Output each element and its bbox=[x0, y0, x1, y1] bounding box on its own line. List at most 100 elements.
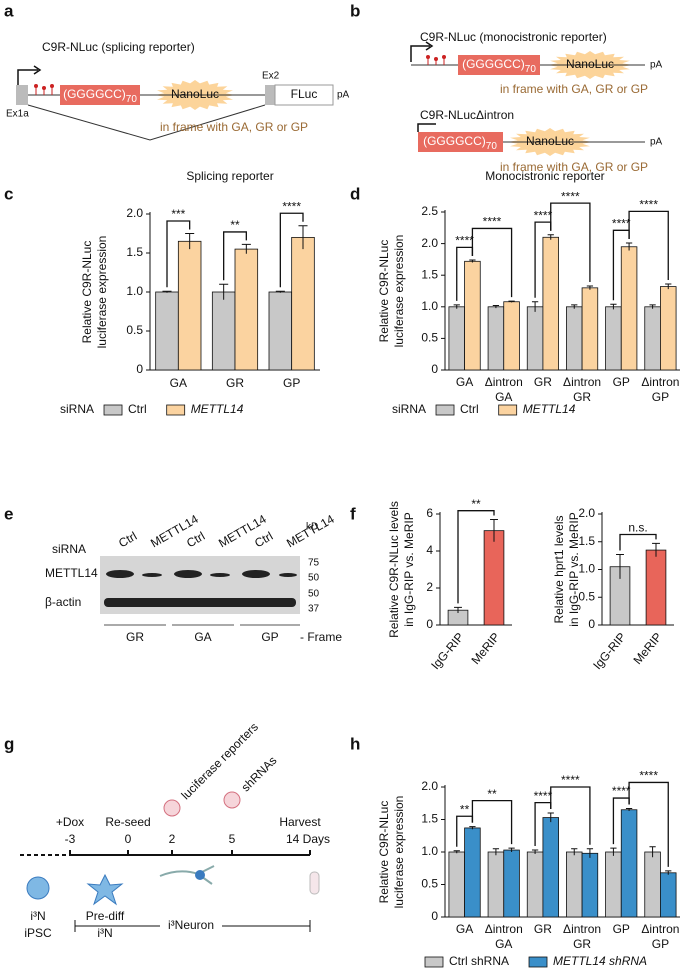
bar bbox=[487, 851, 505, 918]
timeline-ticks bbox=[69, 850, 311, 855]
marker: 75 bbox=[308, 558, 320, 569]
sig-bracket bbox=[457, 510, 495, 604]
lane-label: Ctrl bbox=[184, 529, 207, 550]
bar bbox=[542, 236, 559, 371]
y-tick-label: 0 bbox=[588, 617, 595, 631]
y-tick-label: 0.5 bbox=[126, 323, 143, 337]
legend-label: Ctrl bbox=[460, 402, 479, 416]
panel-label: a bbox=[4, 1, 14, 20]
day: 14 Days bbox=[286, 832, 330, 846]
error-bar bbox=[547, 234, 554, 240]
bar bbox=[644, 306, 661, 371]
sig-label: **** bbox=[639, 769, 658, 783]
x-tick-label: IgG-RIP bbox=[590, 630, 629, 672]
y-tick-label: 6 bbox=[426, 506, 433, 520]
error-bar bbox=[454, 606, 462, 613]
bands bbox=[104, 570, 297, 607]
y-tick-label: 0 bbox=[431, 909, 438, 923]
error-bar bbox=[508, 847, 515, 852]
repeat: (GGGGCC) bbox=[462, 57, 525, 71]
sig-label: **** bbox=[455, 234, 474, 248]
neuron-icon bbox=[159, 865, 215, 885]
sig-bracket bbox=[166, 220, 191, 288]
error-bar bbox=[610, 847, 617, 856]
panel-label: c bbox=[4, 184, 13, 203]
error-bar bbox=[571, 304, 578, 309]
bursts bbox=[155, 51, 632, 156]
bar bbox=[291, 236, 315, 371]
error-bar bbox=[469, 826, 476, 830]
legend-swatch bbox=[166, 404, 186, 416]
promoter-arrow bbox=[410, 45, 430, 62]
fluc-label: FLuc bbox=[291, 87, 318, 101]
day: 5 bbox=[229, 832, 236, 846]
bar bbox=[464, 827, 481, 918]
bar bbox=[566, 851, 583, 918]
error-bar bbox=[508, 300, 515, 303]
marker: 50 bbox=[308, 589, 320, 600]
bar bbox=[526, 306, 544, 371]
legend-swatch bbox=[498, 404, 518, 416]
x-tick-label: MeRIP bbox=[468, 630, 502, 667]
error-bar bbox=[453, 850, 460, 854]
x-tick-label: GR bbox=[573, 937, 591, 951]
sig-label: ** bbox=[460, 802, 470, 816]
panel-label: b bbox=[350, 1, 360, 20]
legend-label: METTL14 bbox=[191, 402, 244, 416]
bar bbox=[487, 306, 505, 371]
repeat-count: 70 bbox=[525, 64, 537, 75]
bar bbox=[644, 851, 661, 918]
frame: GP bbox=[261, 630, 278, 644]
y-tick-label: 2.5 bbox=[421, 204, 438, 218]
y-tick-label: 1.0 bbox=[421, 844, 438, 858]
error-bar bbox=[219, 283, 229, 300]
stage: Pre-diff bbox=[86, 909, 125, 923]
y-tick-label: 0 bbox=[431, 362, 438, 376]
y-tick-label: 0 bbox=[426, 617, 433, 631]
frame-note: in frame with GA, GR or GP bbox=[500, 160, 648, 174]
stage: iPSC bbox=[24, 926, 52, 940]
y-axis-label: Relative hprt1 levels bbox=[552, 515, 566, 623]
error-bar bbox=[492, 305, 500, 309]
legend-swatch bbox=[424, 956, 444, 968]
x-tick-label: Δintron bbox=[563, 922, 601, 936]
sig-label: **** bbox=[561, 773, 580, 787]
neuron-body bbox=[195, 870, 205, 880]
panel-label: e bbox=[4, 504, 13, 523]
legend-swatch bbox=[103, 404, 123, 416]
x-tick-label: Δintron bbox=[641, 922, 679, 936]
x-tick-label: GP bbox=[613, 922, 630, 936]
bar bbox=[542, 817, 559, 918]
error-bar bbox=[453, 304, 460, 309]
row-label: β-actin bbox=[45, 595, 81, 609]
bar bbox=[660, 872, 677, 918]
error-bar bbox=[625, 807, 633, 812]
sig-label: **** bbox=[612, 784, 631, 798]
stage-span-bg bbox=[160, 918, 222, 934]
error-bar bbox=[531, 301, 539, 312]
stage: i³N bbox=[97, 926, 112, 940]
promoter-arrow bbox=[17, 69, 38, 86]
day: 0 bbox=[125, 832, 132, 846]
error-bar bbox=[531, 849, 539, 854]
bar bbox=[503, 301, 520, 371]
y-tick-label: 1.0 bbox=[421, 299, 438, 313]
legend-title: siRNA bbox=[392, 402, 426, 416]
error-bar bbox=[586, 848, 594, 858]
repeat-count: 70 bbox=[486, 141, 498, 152]
sig-label: **** bbox=[612, 216, 631, 230]
error-bar bbox=[665, 283, 672, 290]
methyl-dots bbox=[426, 55, 446, 61]
y-tick-label: 1.0 bbox=[126, 284, 143, 298]
y-tick-label: 4 bbox=[426, 543, 433, 557]
error-bar bbox=[616, 554, 624, 579]
x-tick-label: Δintron bbox=[563, 375, 601, 389]
x-tick-label: Δintron bbox=[485, 922, 523, 936]
methyl-dots bbox=[34, 84, 54, 90]
event: Re-seed bbox=[105, 815, 150, 829]
repeat: (GGGGCC) bbox=[423, 134, 486, 148]
repeat-box bbox=[60, 85, 140, 105]
legend-swatch bbox=[528, 956, 548, 968]
